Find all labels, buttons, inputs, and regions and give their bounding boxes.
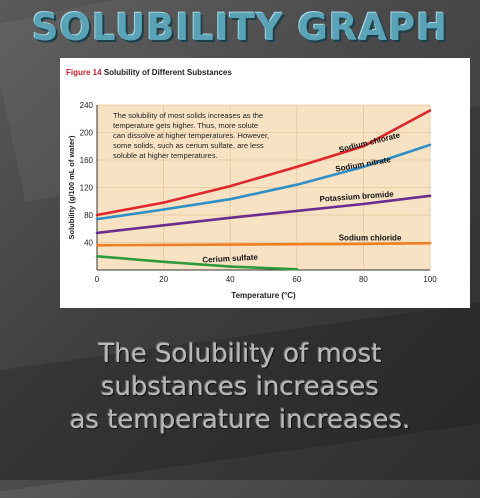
series-line bbox=[95, 143, 432, 221]
annotation-note-line: some solids, such as cerium sulfate, are… bbox=[113, 141, 264, 150]
y-tick-label: 40 bbox=[84, 239, 93, 248]
x-tick-label: 100 bbox=[423, 275, 437, 284]
annotation-note-line: temperature gets higher. Thus, more solu… bbox=[113, 121, 258, 130]
figure-caption-text: Solubility of Different Substances bbox=[103, 68, 232, 77]
slide-body-text: The Solubility of most substances increa… bbox=[0, 338, 480, 437]
x-axis-label: Temperature (°C) bbox=[231, 291, 296, 300]
figure-panel: Figure 14 Solubility of Different Substa… bbox=[60, 58, 470, 308]
series-label: Sodium chloride bbox=[339, 233, 402, 242]
solubility-chart: 40 80 120 160 200 240 0 20 40 60 80 100 Temperature … bbox=[67, 101, 437, 300]
y-tick-label: 80 bbox=[84, 211, 93, 220]
y-tick-label: 200 bbox=[80, 129, 94, 138]
annotation-note-line: The solubility of most solids increases … bbox=[113, 111, 263, 120]
series-line bbox=[95, 241, 432, 247]
slide-body-line: substances increases bbox=[101, 372, 379, 402]
y-axis-label: Solubility (g/100 mL of water) bbox=[67, 135, 76, 240]
y-tick-label: 160 bbox=[80, 156, 94, 165]
series-line bbox=[95, 194, 432, 235]
slide-body-line: The Solubility of most bbox=[98, 339, 382, 369]
series-line bbox=[95, 109, 432, 217]
series-label: Cerium sulfate bbox=[202, 253, 259, 265]
series-line bbox=[95, 255, 299, 271]
x-tick-label: 20 bbox=[159, 275, 168, 284]
figure-number: Figure 14 bbox=[66, 68, 102, 77]
x-tick-label: 0 bbox=[95, 275, 100, 284]
y-tick-label: 120 bbox=[80, 184, 94, 193]
slide-title: SOLUBILITY GRAPH bbox=[31, 6, 449, 49]
x-tick-label: 40 bbox=[226, 275, 235, 284]
figure-caption: Figure 14 Solubility of Different Substa… bbox=[66, 68, 232, 77]
slide-body-line: as temperature increases. bbox=[69, 405, 411, 435]
x-tick-label: 80 bbox=[359, 275, 368, 284]
x-tick-label: 60 bbox=[292, 275, 301, 284]
annotation-note-line: soluble at higher temperatures. bbox=[113, 151, 218, 160]
y-tick-label: 240 bbox=[80, 101, 94, 110]
annotation-note-line: can dissolve at higher temperatures. How… bbox=[113, 131, 269, 140]
